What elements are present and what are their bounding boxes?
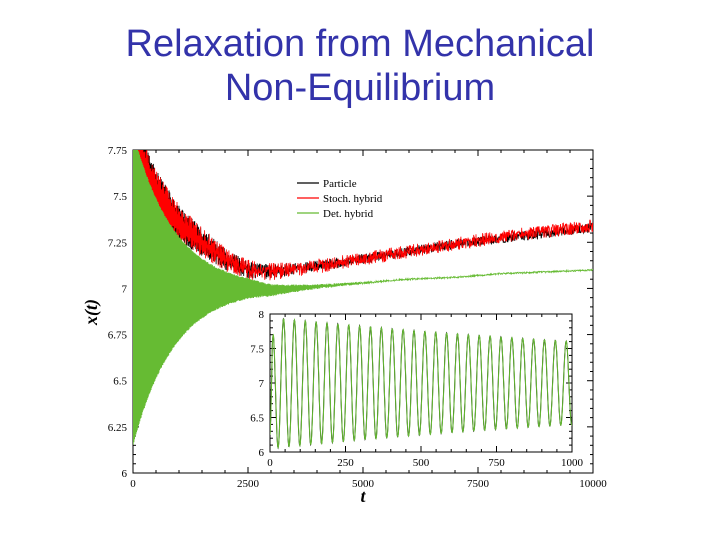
inset-x-tick-label: 1000 (561, 457, 584, 469)
main-y-tick-label: 7 (122, 283, 128, 295)
inset-plot: 0 250 500 750 1000 6 6.5 7 7.5 8 (250, 309, 583, 469)
inset-traces (270, 317, 572, 450)
main-y-tick-label: 7.75 (108, 145, 128, 157)
x-axis-title: t (360, 486, 366, 506)
main-y-tick-label: 6.5 (113, 376, 127, 388)
title-line-2: Non-Equilibrium (224, 67, 496, 109)
main-traces (133, 150, 593, 445)
inset-y-tick-label: 6 (259, 447, 265, 459)
series-det-hybrid-line (133, 150, 593, 445)
legend-entry: Det. hybrid (323, 208, 374, 220)
main-x-tick-label: 7500 (467, 478, 490, 490)
main-y-tick-label: 7.5 (113, 191, 127, 203)
main-y-tick-label: 7.25 (108, 237, 128, 249)
inset-x-tick-label: 500 (413, 457, 430, 469)
inset-y-tick-label: 7 (259, 378, 265, 390)
slide-title: Relaxation from Mechanical Non-Equilibri… (0, 22, 720, 110)
inset-x-tick-label: 250 (337, 457, 354, 469)
main-x-tick-label: 10000 (579, 478, 607, 490)
inset-y-tick-label: 6.5 (250, 413, 264, 425)
legend-entry: Particle (323, 178, 357, 190)
inset-y-tick-label: 8 (259, 309, 265, 321)
inset-x-tick-label: 0 (267, 457, 273, 469)
main-y-tick-label: 6 (122, 468, 128, 480)
legend-entry: Stoch. hybrid (323, 193, 383, 205)
series-stoch-hybrid-line (133, 150, 593, 281)
main-x-tick-label: 2500 (237, 478, 260, 490)
main-x-tick-label: 5000 (352, 478, 375, 490)
inset-series-det-hybrid-line (270, 317, 572, 449)
y-axis-title: x(t) (81, 299, 102, 326)
main-x-tick-label: 0 (130, 478, 136, 490)
inset-x-tick-label: 750 (488, 457, 505, 469)
legend: Particle Stoch. hybrid Det. hybrid (297, 178, 383, 220)
title-line-1: Relaxation from Mechanical (125, 23, 595, 65)
main-y-tick-label: 6.75 (108, 330, 128, 342)
main-y-tick-label: 6.25 (108, 422, 128, 434)
inset-y-tick-label: 7.5 (250, 344, 264, 356)
